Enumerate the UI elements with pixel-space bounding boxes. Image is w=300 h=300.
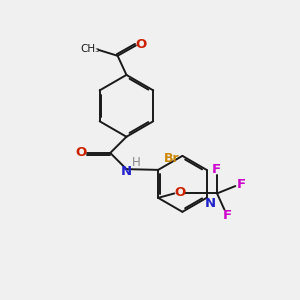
Text: Br: Br — [164, 152, 179, 165]
Text: F: F — [212, 163, 221, 176]
Text: CH₃: CH₃ — [80, 44, 99, 54]
Text: H: H — [131, 156, 140, 169]
Text: O: O — [174, 186, 185, 199]
Text: O: O — [76, 146, 87, 159]
Text: F: F — [223, 209, 232, 222]
Text: N: N — [205, 196, 216, 210]
Text: N: N — [121, 165, 132, 178]
Text: F: F — [237, 178, 246, 191]
Text: O: O — [136, 38, 147, 51]
